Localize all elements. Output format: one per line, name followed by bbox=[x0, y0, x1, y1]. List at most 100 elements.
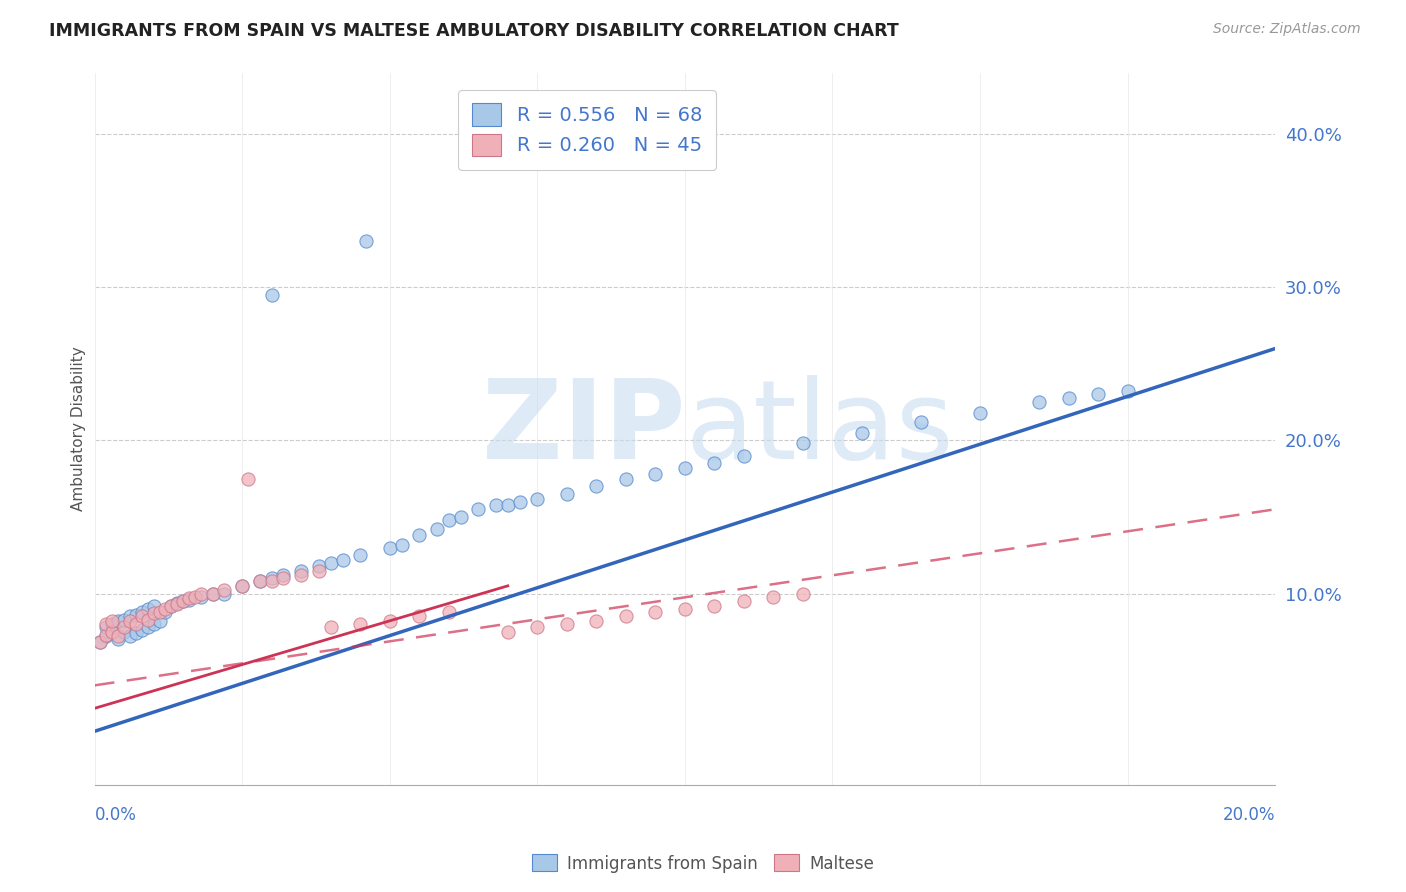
Point bbox=[118, 614, 141, 628]
Point bbox=[190, 586, 212, 600]
Point bbox=[349, 617, 371, 632]
Point bbox=[136, 613, 159, 627]
Point bbox=[155, 602, 177, 616]
Point bbox=[190, 590, 212, 604]
Point bbox=[107, 632, 129, 647]
Text: 0.0%: 0.0% bbox=[94, 806, 136, 824]
Point bbox=[101, 617, 124, 632]
Text: IMMIGRANTS FROM SPAIN VS MALTESE AMBULATORY DISABILITY CORRELATION CHART: IMMIGRANTS FROM SPAIN VS MALTESE AMBULAT… bbox=[49, 22, 898, 40]
Text: atlas: atlas bbox=[685, 376, 953, 483]
Point bbox=[555, 617, 578, 632]
Point bbox=[308, 558, 330, 573]
Point bbox=[249, 574, 271, 589]
Point bbox=[437, 513, 460, 527]
Point bbox=[426, 522, 449, 536]
Point bbox=[231, 579, 253, 593]
Point bbox=[273, 571, 295, 585]
Point bbox=[496, 624, 519, 639]
Point bbox=[184, 590, 207, 604]
Point bbox=[644, 605, 666, 619]
Point bbox=[166, 596, 188, 610]
Point bbox=[107, 614, 129, 628]
Point bbox=[142, 599, 165, 613]
Point bbox=[1028, 395, 1050, 409]
Point bbox=[391, 537, 413, 551]
Point bbox=[555, 487, 578, 501]
Point bbox=[107, 629, 129, 643]
Point bbox=[142, 607, 165, 621]
Point bbox=[172, 594, 194, 608]
Text: 20.0%: 20.0% bbox=[1223, 806, 1275, 824]
Text: ZIP: ZIP bbox=[481, 376, 685, 483]
Legend: Immigrants from Spain, Maltese: Immigrants from Spain, Maltese bbox=[526, 847, 880, 880]
Point bbox=[509, 494, 531, 508]
Point bbox=[969, 406, 991, 420]
Point bbox=[450, 510, 472, 524]
Point bbox=[354, 235, 377, 249]
Point bbox=[131, 605, 153, 619]
Point bbox=[214, 583, 236, 598]
Point bbox=[249, 574, 271, 589]
Point bbox=[89, 635, 111, 649]
Text: Source: ZipAtlas.com: Source: ZipAtlas.com bbox=[1213, 22, 1361, 37]
Point bbox=[131, 624, 153, 638]
Point bbox=[131, 609, 153, 624]
Point bbox=[290, 568, 312, 582]
Point bbox=[485, 498, 508, 512]
Point bbox=[236, 472, 259, 486]
Point bbox=[231, 579, 253, 593]
Point bbox=[332, 553, 354, 567]
Point bbox=[1087, 387, 1109, 401]
Point bbox=[526, 620, 548, 634]
Point bbox=[125, 617, 148, 632]
Point bbox=[136, 620, 159, 634]
Point bbox=[673, 602, 696, 616]
Point bbox=[118, 609, 141, 624]
Point bbox=[101, 614, 124, 628]
Point bbox=[177, 592, 200, 607]
Point bbox=[1116, 384, 1139, 399]
Point bbox=[201, 586, 224, 600]
Point bbox=[166, 597, 188, 611]
Point bbox=[177, 591, 200, 606]
Point bbox=[614, 609, 637, 624]
Point bbox=[118, 629, 141, 643]
Point bbox=[851, 425, 873, 440]
Point bbox=[290, 564, 312, 578]
Point bbox=[496, 498, 519, 512]
Point bbox=[408, 609, 430, 624]
Point bbox=[703, 456, 725, 470]
Legend: R = 0.556   N = 68, R = 0.260   N = 45: R = 0.556 N = 68, R = 0.260 N = 45 bbox=[458, 90, 716, 169]
Point bbox=[101, 624, 124, 639]
Point bbox=[112, 613, 135, 627]
Point bbox=[585, 479, 607, 493]
Point bbox=[585, 614, 607, 628]
Point bbox=[526, 491, 548, 506]
Point bbox=[89, 635, 111, 649]
Point bbox=[96, 617, 118, 632]
Point bbox=[792, 436, 814, 450]
Point bbox=[96, 620, 118, 634]
Point bbox=[260, 571, 283, 585]
Point bbox=[437, 605, 460, 619]
Point bbox=[155, 605, 177, 619]
Point bbox=[1057, 391, 1080, 405]
Point bbox=[762, 590, 785, 604]
Point bbox=[644, 467, 666, 481]
Point bbox=[260, 288, 283, 302]
Point bbox=[319, 620, 342, 634]
Point bbox=[703, 599, 725, 613]
Point bbox=[733, 594, 755, 608]
Y-axis label: Ambulatory Disability: Ambulatory Disability bbox=[72, 347, 86, 511]
Point bbox=[378, 541, 401, 555]
Point bbox=[112, 624, 135, 639]
Point bbox=[101, 624, 124, 639]
Point bbox=[349, 548, 371, 562]
Point bbox=[378, 614, 401, 628]
Point bbox=[160, 599, 183, 613]
Point bbox=[96, 628, 118, 642]
Point bbox=[142, 617, 165, 632]
Point bbox=[273, 568, 295, 582]
Point bbox=[160, 599, 183, 613]
Point bbox=[172, 594, 194, 608]
